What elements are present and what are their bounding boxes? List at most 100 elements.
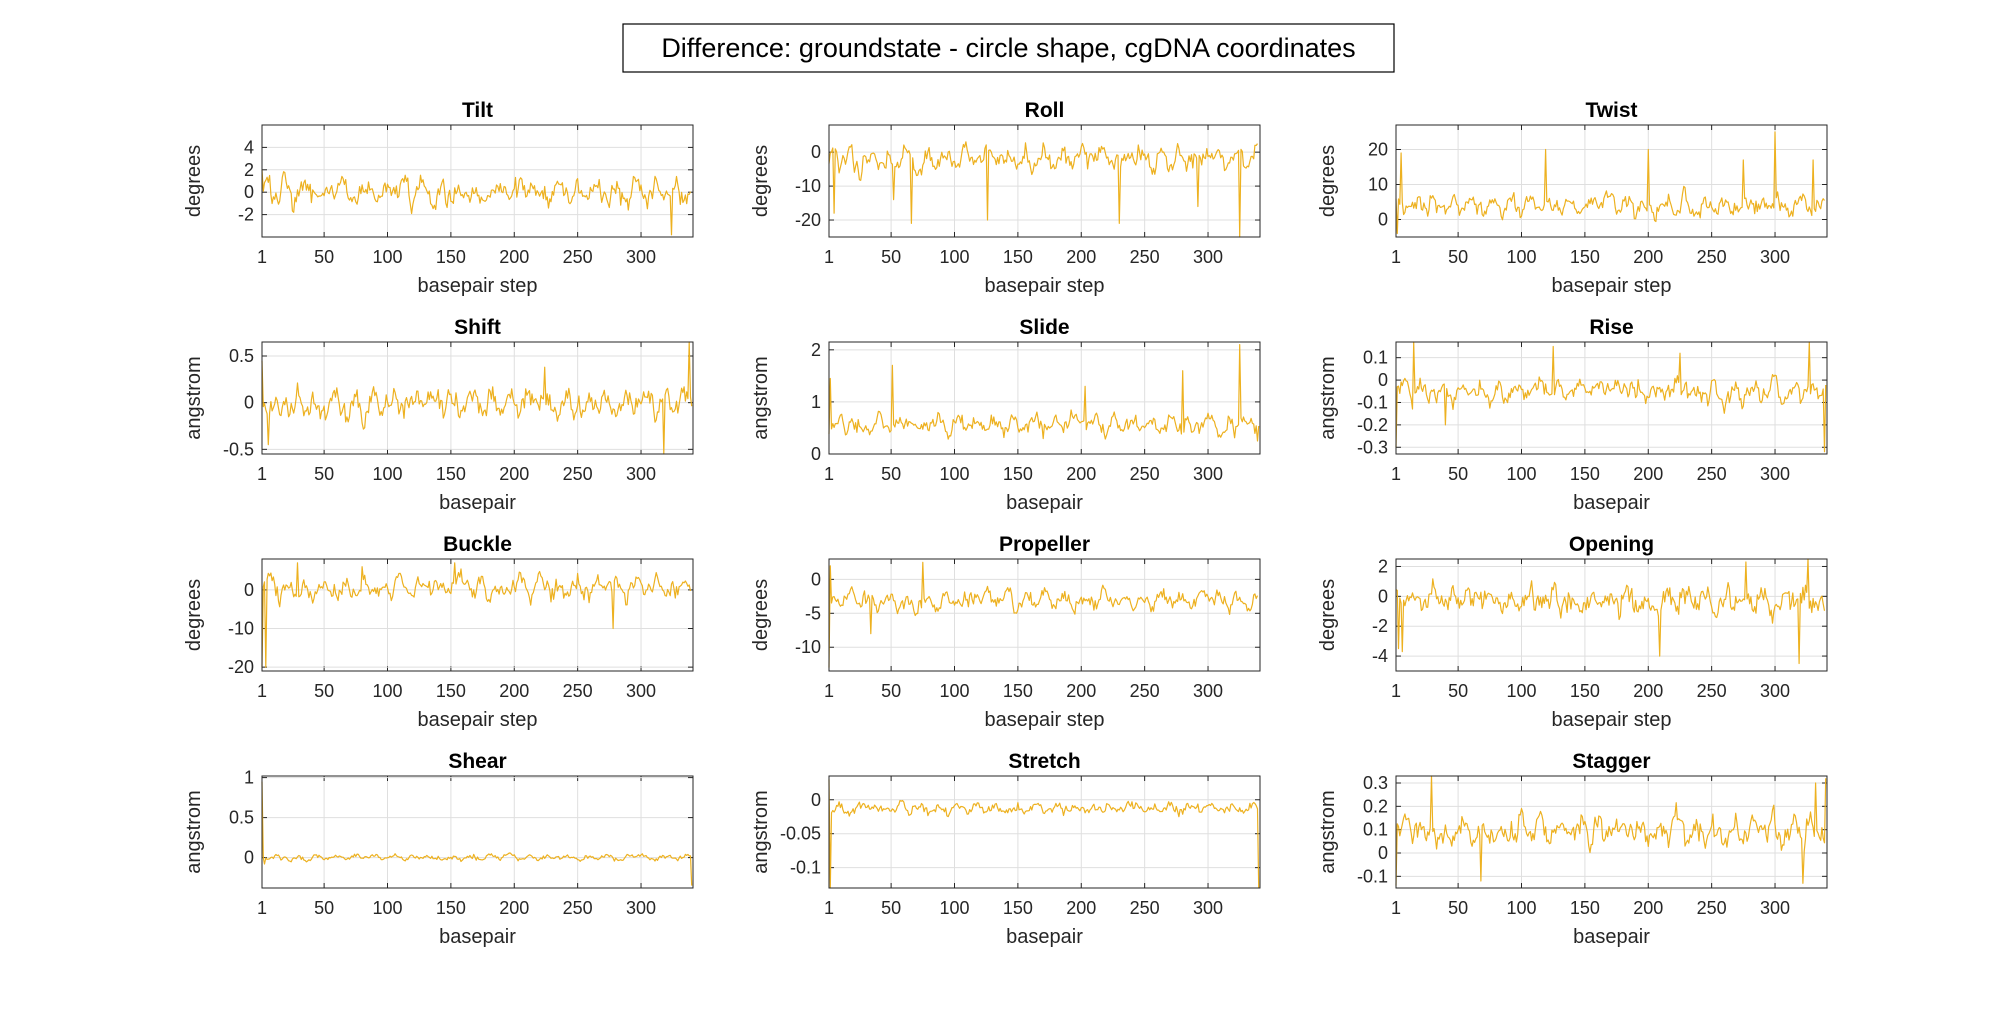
chart-8-series-line [1395, 558, 1826, 665]
chart-3-axes-box [261, 341, 694, 455]
chart-7-xtick-label-6: 300 [1193, 681, 1223, 701]
chart-6-ytick-label-0: -20 [228, 657, 254, 677]
chart-7-xtick-label-4: 200 [1066, 681, 1096, 701]
chart-5-xtick-label-4: 200 [1633, 464, 1663, 484]
chart-8-ytick-label-0: -4 [1372, 646, 1388, 666]
chart-3-xtick-label-6: 300 [626, 464, 656, 484]
chart-6-xtick-label-5: 250 [563, 681, 593, 701]
chart-7-title: Propeller [999, 533, 1090, 556]
chart-8: 1 50 100 150 200 250 300-4-202Openingbasepair … [1317, 533, 1828, 731]
chart-4-plot-area [829, 342, 1260, 454]
chart-6-axes-box [261, 558, 694, 672]
chart-11-ytick-label-3: 0.2 [1363, 796, 1388, 816]
chart-2-title: Twist [1585, 99, 1637, 122]
chart-8-ytick-label-2: 0 [1378, 586, 1388, 606]
chart-0-xlabel: basepair step [417, 275, 537, 297]
chart-0-xtick-label-2: 100 [372, 247, 402, 267]
chart-0-xtick-label-6: 300 [626, 247, 656, 267]
chart-6-xlabel: basepair step [417, 709, 537, 731]
chart-5-xtick-label-1: 50 [1448, 464, 1468, 484]
chart-1-xtick-label-5: 250 [1130, 247, 1160, 267]
chart-3-xtick-label-5: 250 [563, 464, 593, 484]
chart-5-plot-area [1396, 342, 1827, 454]
chart-10-xlabel: basepair [1006, 926, 1083, 948]
chart-4-xtick-label-0: 1 [824, 464, 834, 484]
chart-6-xtick-label-6: 300 [626, 681, 656, 701]
chart-4-xtick-label-2: 100 [939, 464, 969, 484]
chart-10-ytick-label-1: -0.05 [780, 824, 821, 844]
chart-3-ytick-label-2: 0.5 [229, 346, 254, 366]
chart-10-series-line [828, 779, 1260, 889]
figure-title: Difference: groundstate - circle shape, … [661, 33, 1355, 63]
chart-7-axes-box [828, 558, 1261, 672]
chart-8-title: Opening [1569, 533, 1654, 556]
chart-4-ytick-label-0: 0 [811, 444, 821, 464]
chart-6-xtick-label-0: 1 [257, 681, 267, 701]
chart-11-xtick-label-0: 1 [1391, 898, 1401, 918]
chart-5-xlabel: basepair [1573, 492, 1650, 514]
chart-9-xtick-label-6: 300 [626, 898, 656, 918]
chart-5-series-line [1395, 341, 1827, 453]
chart-0-series-line [261, 169, 692, 236]
chart-8-xtick-label-3: 150 [1570, 681, 1600, 701]
chart-8-xtick-label-5: 250 [1697, 681, 1727, 701]
chart-5-xtick-label-5: 250 [1697, 464, 1727, 484]
chart-8-plot-area [1396, 559, 1827, 671]
chart-4-xtick-label-4: 200 [1066, 464, 1096, 484]
chart-3-xtick-label-0: 1 [257, 464, 267, 484]
chart-10-ytick-label-2: 0 [811, 790, 821, 810]
chart-5: 1 50 100 150 200 250 300-0.3-0.2-0.100.1Riseba… [1317, 316, 1828, 514]
chart-0-xtick-label-5: 250 [563, 247, 593, 267]
chart-9-xtick-label-5: 250 [563, 898, 593, 918]
chart-11-series-line [1395, 775, 1827, 886]
chart-11: 1 50 100 150 200 250 300-0.100.10.20.3Staggerb… [1317, 750, 1828, 948]
chart-5-axes-box [1395, 341, 1828, 455]
chart-10-xtick-label-1: 50 [881, 898, 901, 918]
chart-9-ytick-label-2: 1 [244, 768, 254, 788]
chart-6-ytick-label-2: 0 [244, 580, 254, 600]
chart-2-xtick-label-1: 50 [1448, 247, 1468, 267]
chart-5-title: Rise [1589, 316, 1633, 339]
chart-3-xtick-label-2: 100 [372, 464, 402, 484]
chart-7-xtick-label-1: 50 [881, 681, 901, 701]
chart-0-xtick-label-0: 1 [257, 247, 267, 267]
chart-5-ytick-label-0: -0.3 [1357, 437, 1388, 457]
chart-1-xtick-label-2: 100 [939, 247, 969, 267]
chart-10-ylabel: angstrom [750, 790, 772, 873]
chart-7-xtick-label-0: 1 [824, 681, 834, 701]
chart-7-ylabel: degrees [750, 579, 772, 651]
figure-title-box: Difference: groundstate - circle shape, … [622, 23, 1395, 73]
chart-10-xtick-label-3: 150 [1003, 898, 1033, 918]
chart-4: 1 50 100 150 200 250 300012Slidebasepairangstr… [750, 316, 1261, 514]
chart-2-xtick-label-0: 1 [1391, 247, 1401, 267]
chart-4-xlabel: basepair [1006, 492, 1083, 514]
chart-1-title: Roll [1025, 99, 1065, 122]
chart-0-ytick-label-2: 2 [244, 160, 254, 180]
chart-3-ylabel: angstrom [183, 356, 205, 439]
chart-8-xtick-label-0: 1 [1391, 681, 1401, 701]
chart-11-xtick-label-5: 250 [1697, 898, 1727, 918]
chart-7-series-line [828, 561, 1259, 668]
chart-0-ytick-label-3: 4 [244, 137, 254, 157]
chart-11-xlabel: basepair [1573, 926, 1650, 948]
chart-6: 1 50 100 150 200 250 300-20-100Bucklebasepair … [183, 533, 694, 731]
chart-1-xtick-label-3: 150 [1003, 247, 1033, 267]
chart-10-axes-box [828, 775, 1261, 889]
chart-1-plot-area [829, 125, 1260, 237]
chart-0-xtick-label-3: 150 [436, 247, 466, 267]
chart-9-title: Shear [448, 750, 506, 773]
chart-7-xlabel: basepair step [984, 709, 1104, 731]
chart-4-ylabel: angstrom [750, 356, 772, 439]
chart-1-ytick-label-0: -20 [795, 210, 821, 230]
chart-5-ytick-label-4: 0.1 [1363, 348, 1388, 368]
chart-10-xtick-label-5: 250 [1130, 898, 1160, 918]
chart-0-axes-box [261, 124, 694, 238]
chart-6-xtick-label-1: 50 [314, 681, 334, 701]
chart-4-series-line [828, 344, 1260, 442]
chart-0-title: Tilt [462, 99, 493, 122]
chart-7: 1 50 100 150 200 250 300-10-50Propellerbasepai… [750, 533, 1261, 731]
chart-6-xtick-label-4: 200 [499, 681, 529, 701]
chart-5-xtick-label-2: 100 [1506, 464, 1536, 484]
